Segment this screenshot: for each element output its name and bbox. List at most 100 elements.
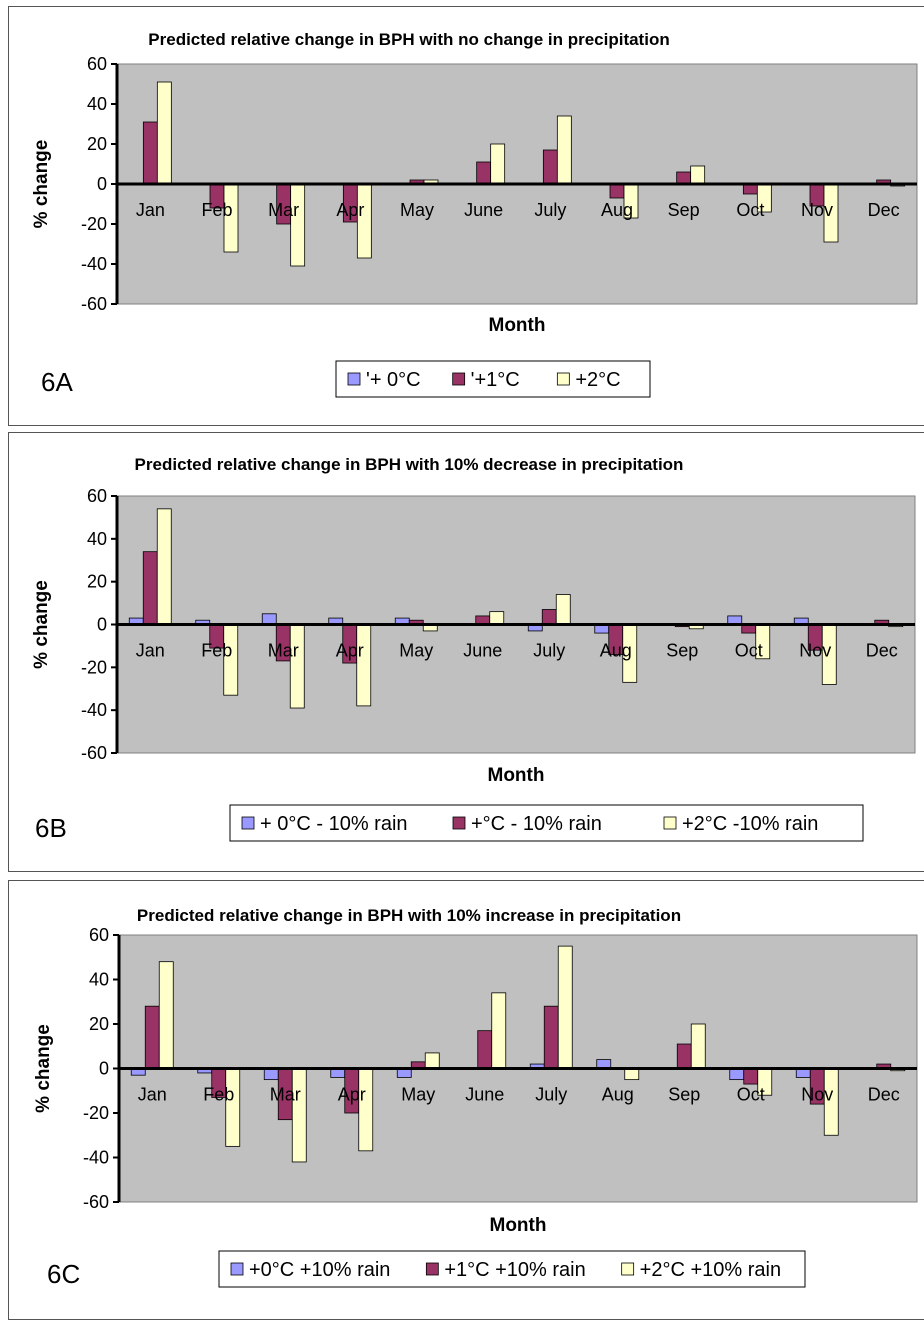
legend-swatch: [347, 372, 361, 386]
bar-june-s3: [489, 611, 505, 625]
y-tick-label: 20: [89, 1014, 109, 1034]
chart-title: Predicted relative change in BPH with 10…: [135, 455, 684, 474]
legend-label: '+1°C: [471, 369, 520, 391]
x-tick-label: July: [535, 1085, 567, 1105]
chart-title: Predicted relative change in BPH with 10…: [137, 906, 681, 925]
bar-july-s2: [541, 609, 557, 625]
bar-july-s2: [542, 149, 558, 185]
legend-swatch: [425, 1262, 439, 1276]
x-tick-label: Oct: [735, 641, 763, 661]
x-tick-label: Jan: [136, 641, 165, 661]
legend-box: [218, 1250, 806, 1288]
bar-jan-s2: [144, 1005, 160, 1069]
x-tick-label: Feb: [203, 1085, 234, 1105]
bar-june-s3: [490, 143, 506, 185]
x-tick-label: May: [399, 641, 433, 661]
x-tick-label: Dec: [866, 641, 898, 661]
bar-mar-s3: [290, 183, 306, 267]
x-tick-label: Mar: [270, 1085, 301, 1105]
y-tick-label: -60: [81, 294, 107, 314]
y-tick-label: 0: [97, 174, 107, 194]
bar-july-s3: [555, 594, 571, 625]
x-tick-label: Feb: [201, 641, 232, 661]
y-tick-label: -20: [81, 214, 107, 234]
bar-apr-s3: [358, 1068, 374, 1152]
bar-sep-s2: [676, 1043, 692, 1069]
bar-sep-s2: [676, 171, 692, 185]
x-tick-label: Jan: [136, 200, 165, 220]
x-tick-label: Nov: [801, 1085, 833, 1105]
x-tick-label: Aug: [601, 200, 633, 220]
bar-july-s2: [543, 1005, 559, 1069]
x-tick-label: Nov: [799, 641, 831, 661]
y-tick-label: 0: [97, 615, 107, 635]
bar-oct-s2: [743, 1068, 759, 1085]
x-tick-label: Oct: [736, 200, 764, 220]
x-axis-title: Month: [488, 765, 545, 786]
legend-label: +2°C -10% rain: [682, 813, 818, 835]
legend-box: [335, 360, 651, 398]
chart-panel-6a: Predicted relative change in BPH with no…: [8, 6, 924, 426]
legend-swatch: [241, 816, 255, 830]
bar-aug-s2: [609, 183, 625, 199]
y-tick-label: 60: [89, 925, 109, 945]
bar-may-s3: [424, 1052, 440, 1069]
bar-june-s2: [477, 1030, 493, 1069]
y-tick-label: -40: [83, 1148, 109, 1168]
legend-swatch: [452, 816, 466, 830]
panel-label: 6B: [35, 813, 67, 843]
panel-label: 6C: [47, 1259, 80, 1289]
y-tick-label: -40: [81, 700, 107, 720]
panel-label: 6A: [41, 367, 73, 397]
bar-jan-s3: [156, 508, 172, 625]
chart-6a: Predicted relative change in BPH with no…: [31, 30, 918, 398]
bar-june-s3: [491, 992, 507, 1069]
chart-title: Predicted relative change in BPH with no…: [148, 30, 669, 49]
bar-july-s3: [556, 115, 572, 185]
y-axis-title: % change: [31, 140, 52, 229]
bar-june-s2: [476, 161, 492, 185]
chart-panel-6c: Predicted relative change in BPH with 10…: [8, 880, 924, 1320]
x-tick-label: Apr: [336, 200, 364, 220]
y-tick-label: 40: [87, 94, 107, 114]
x-tick-label: Sep: [668, 1085, 700, 1105]
x-tick-label: Dec: [868, 200, 900, 220]
x-tick-label: Mar: [268, 200, 299, 220]
bar-mar-s1: [261, 613, 277, 625]
x-tick-label: Dec: [868, 1085, 900, 1105]
legend-label: +2°C: [575, 369, 620, 391]
legend-label: +2°C +10% rain: [640, 1259, 781, 1281]
y-tick-label: 60: [87, 54, 107, 74]
chart-6b: Predicted relative change in BPH with 10…: [31, 455, 916, 843]
bar-july-s3: [557, 945, 573, 1069]
bar-oct-s1: [729, 1068, 745, 1081]
x-tick-label: July: [533, 641, 565, 661]
x-tick-label: July: [534, 200, 566, 220]
legend-swatch: [230, 1262, 244, 1276]
legend-swatch: [621, 1262, 635, 1276]
x-tick-label: Mar: [268, 641, 299, 661]
x-tick-label: Oct: [737, 1085, 765, 1105]
y-tick-label: 40: [87, 529, 107, 549]
y-tick-label: 40: [89, 970, 109, 990]
x-tick-label: June: [463, 641, 502, 661]
y-tick-label: 60: [87, 486, 107, 506]
x-tick-label: Nov: [801, 200, 833, 220]
x-tick-label: Apr: [336, 641, 364, 661]
bar-feb-s3: [225, 1068, 241, 1147]
x-axis-title: Month: [490, 1215, 547, 1236]
x-tick-label: Feb: [201, 200, 232, 220]
x-tick-label: Jan: [138, 1085, 167, 1105]
y-axis-title: % change: [33, 1024, 54, 1113]
bar-jan-s2: [142, 551, 158, 625]
x-tick-label: Sep: [666, 641, 698, 661]
bar-jan-s2: [142, 121, 158, 185]
bar-mar-s1: [263, 1068, 279, 1081]
chart-6c: Predicted relative change in BPH with 10…: [33, 906, 918, 1289]
x-tick-label: May: [401, 1085, 435, 1105]
x-tick-label: Aug: [600, 641, 632, 661]
bar-mar-s3: [291, 1068, 307, 1163]
y-tick-label: -60: [83, 1192, 109, 1212]
bar-apr-s3: [356, 624, 372, 707]
bar-jan-s3: [156, 81, 172, 185]
